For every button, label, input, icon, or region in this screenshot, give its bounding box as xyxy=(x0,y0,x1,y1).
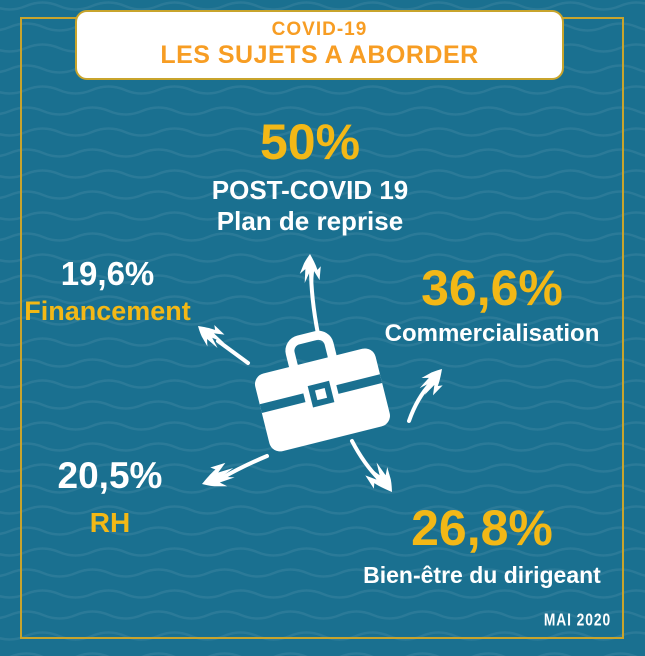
stat-rh: 20,5% RH xyxy=(30,455,190,540)
header-title-line1: COVID-19 xyxy=(271,18,368,40)
arrow-down-left-icon xyxy=(202,454,269,487)
stat-value: 20,5% xyxy=(57,455,163,496)
stat-label: Bien-être du dirigeant xyxy=(363,561,601,588)
stat-value: 36,6% xyxy=(421,260,563,316)
arrow-up-icon xyxy=(299,254,321,336)
stat-bien-etre: 26,8% Bien-être du dirigeant xyxy=(332,502,632,589)
stat-label: Plan de reprise xyxy=(216,206,404,237)
stat-label: POST-COVID 19 xyxy=(211,174,409,205)
stat-value: 26,8% xyxy=(411,500,553,556)
footer-date: MAI 2020 xyxy=(543,610,611,630)
stat-commercialisation: 36,6% Commercialisation xyxy=(362,262,622,348)
arrow-down-right-icon xyxy=(350,439,392,492)
stat-label: Financement xyxy=(24,295,191,326)
stat-label: Commercialisation xyxy=(384,319,600,347)
stat-value: 19,6% xyxy=(60,255,155,292)
stat-financement: 19,6% Financement xyxy=(10,255,205,328)
stat-post-covid: 50% POST-COVID 19 Plan de reprise xyxy=(150,116,470,238)
header-banner: COVID-19 LES SUJETS A ABORDER xyxy=(75,10,564,80)
header-title-line2: LES SUJETS A ABORDER xyxy=(160,41,479,70)
stat-value: 50% xyxy=(259,114,361,170)
arrow-up-right-icon xyxy=(407,369,443,423)
stat-label: RH xyxy=(89,506,131,538)
